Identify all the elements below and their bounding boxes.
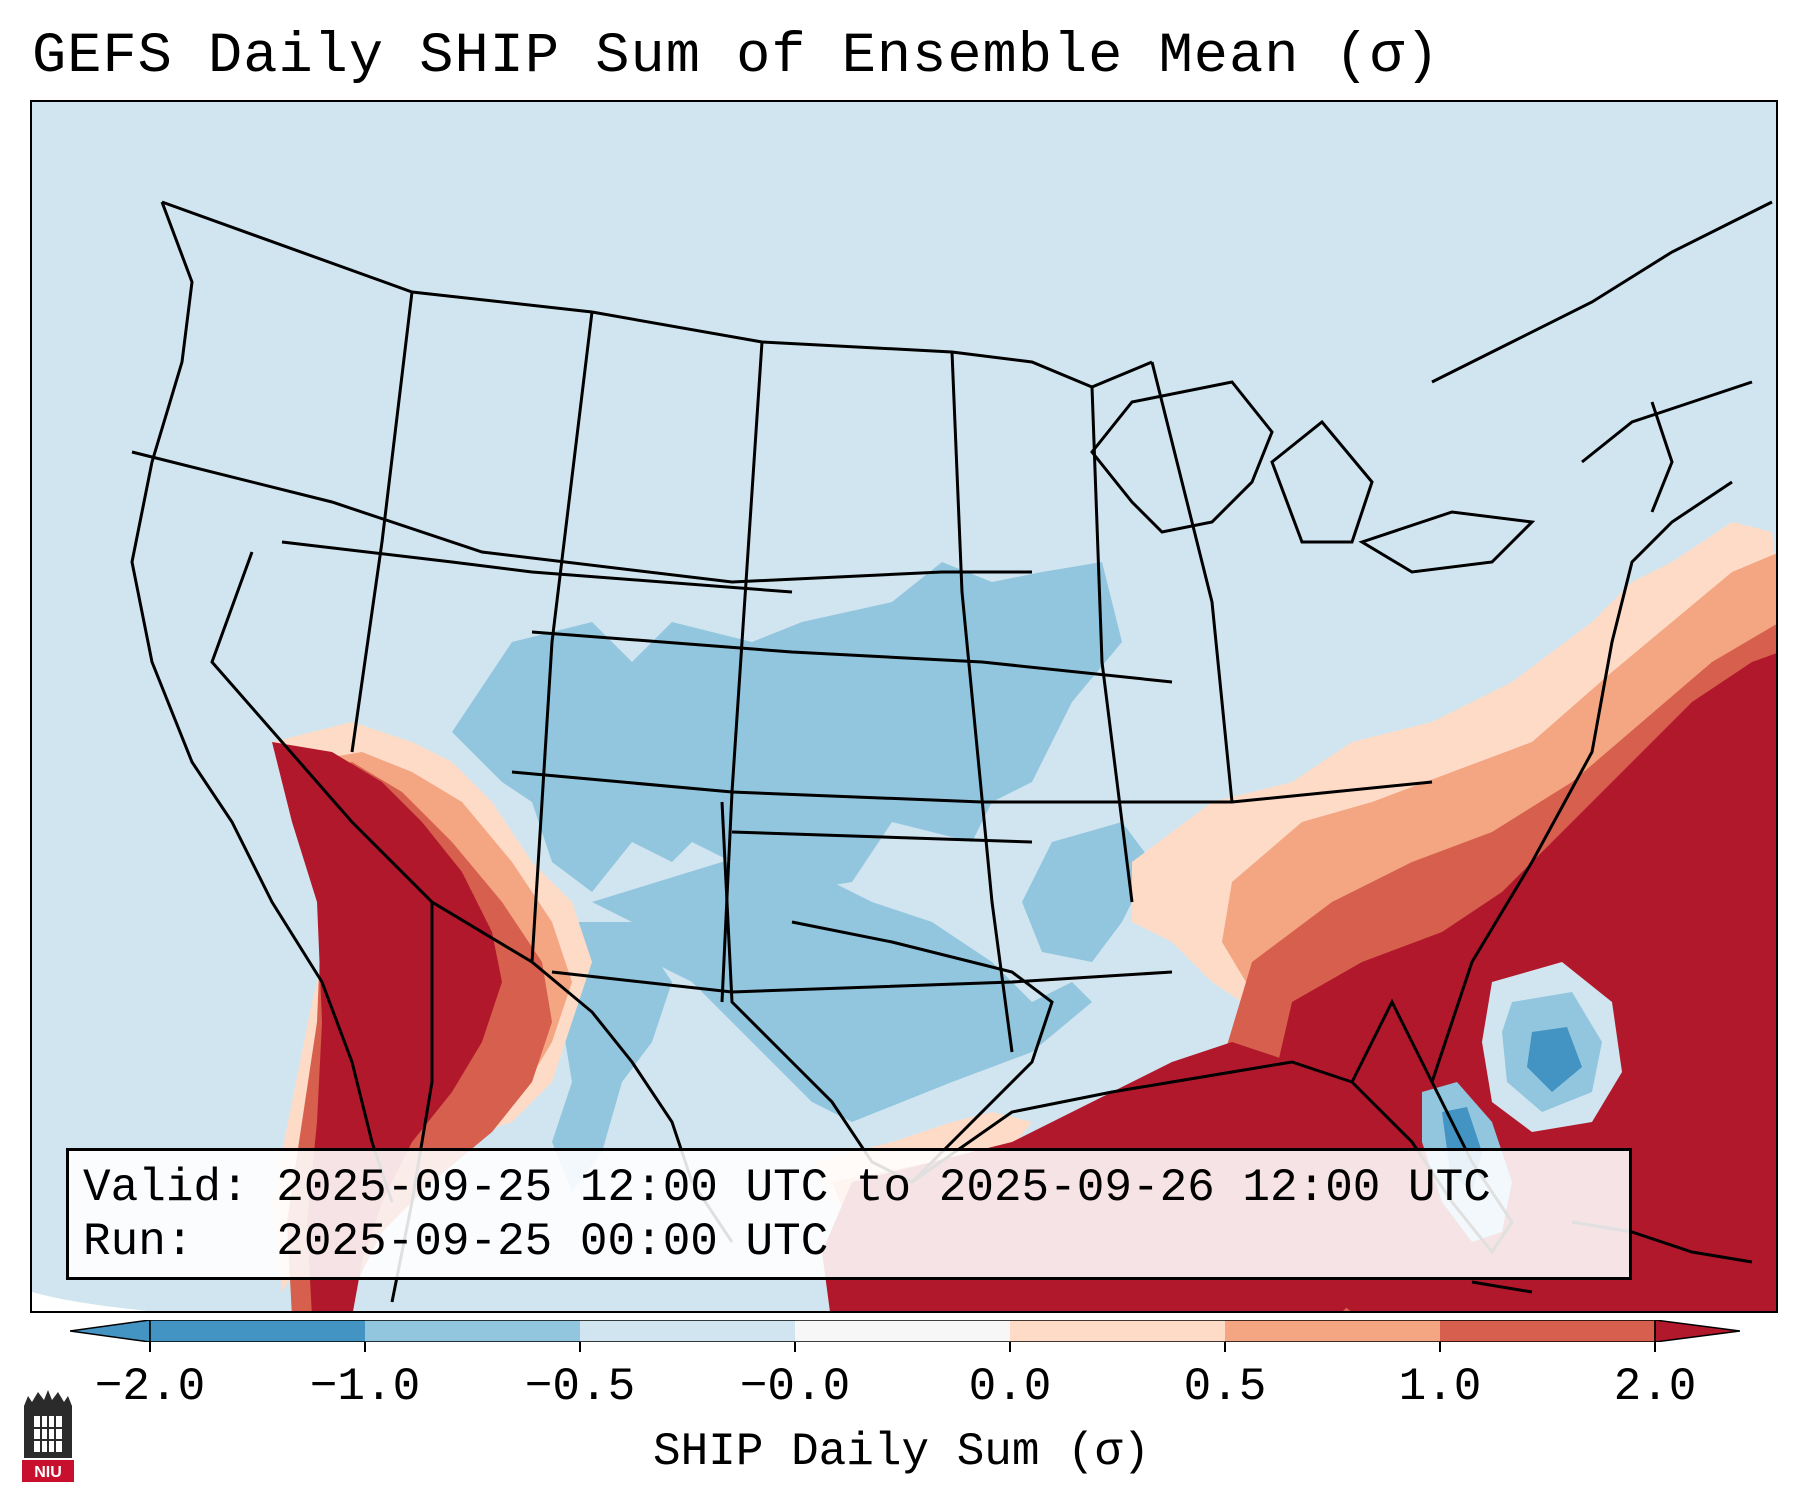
- tick-label: 1.0: [1398, 1361, 1482, 1413]
- colorbar-bin-1: [150, 1320, 365, 1342]
- colorbar-bin-2: [365, 1320, 580, 1342]
- atlantic-blue-eddy-center: [1527, 1027, 1582, 1092]
- colorbar-bin-5: [1010, 1320, 1225, 1342]
- tick-mark: [794, 1342, 796, 1352]
- tick-mark: [1224, 1342, 1226, 1352]
- plains-negative-anomaly: [452, 562, 1152, 1192]
- tick-label: 0.5: [1183, 1361, 1267, 1413]
- tick-label: −0.5: [524, 1361, 636, 1413]
- colorbar-label: SHIP Daily Sum (σ): [653, 1426, 1150, 1478]
- valid-time-text: Valid: 2025-09-25 12:00 UTC to 2025-09-2…: [83, 1162, 1491, 1214]
- tick-mark: [579, 1342, 581, 1352]
- tick-mark: [149, 1342, 151, 1352]
- political-boundaries: [130, 200, 1773, 1303]
- svg-text:NIU: NIU: [34, 1464, 62, 1481]
- tick-label: −1.0: [309, 1361, 421, 1413]
- map-panel: [30, 100, 1778, 1313]
- tick-mark: [1439, 1342, 1441, 1352]
- colorbar-extend-left: [70, 1320, 151, 1342]
- outside-domain-bottom: [32, 1292, 148, 1311]
- tick-label: 0.0: [968, 1361, 1052, 1413]
- tick-label: 2.0: [1613, 1361, 1697, 1413]
- tick-label: −2.0: [94, 1361, 206, 1413]
- colorbar-extend-right: [1654, 1320, 1740, 1342]
- colorbar-bin-7: [1440, 1320, 1655, 1342]
- tick-mark: [364, 1342, 366, 1352]
- valid-run-info-box: Valid: 2025-09-25 12:00 UTC to 2025-09-2…: [66, 1148, 1632, 1280]
- run-time-text: Run: 2025-09-25 00:00 UTC: [83, 1216, 829, 1268]
- colorbar: [70, 1320, 1740, 1342]
- niu-logo-icon: NIU: [22, 1390, 74, 1482]
- colorbar-bin-4: [795, 1320, 1010, 1342]
- colorbar-bin-6: [1225, 1320, 1440, 1342]
- tick-mark: [1009, 1342, 1011, 1352]
- colorbar-ticks: −2.0 −1.0 −0.5 −0.0 0.0 0.5 1.0 2.0: [0, 1342, 1803, 1412]
- tick-mark: [1654, 1342, 1656, 1352]
- map-title: GEFS Daily SHIP Sum of Ensemble Mean (σ): [32, 25, 1441, 89]
- map-canvas: [32, 102, 1776, 1311]
- tick-label: −0.0: [739, 1361, 851, 1413]
- colorbar-bin-3: [580, 1320, 795, 1342]
